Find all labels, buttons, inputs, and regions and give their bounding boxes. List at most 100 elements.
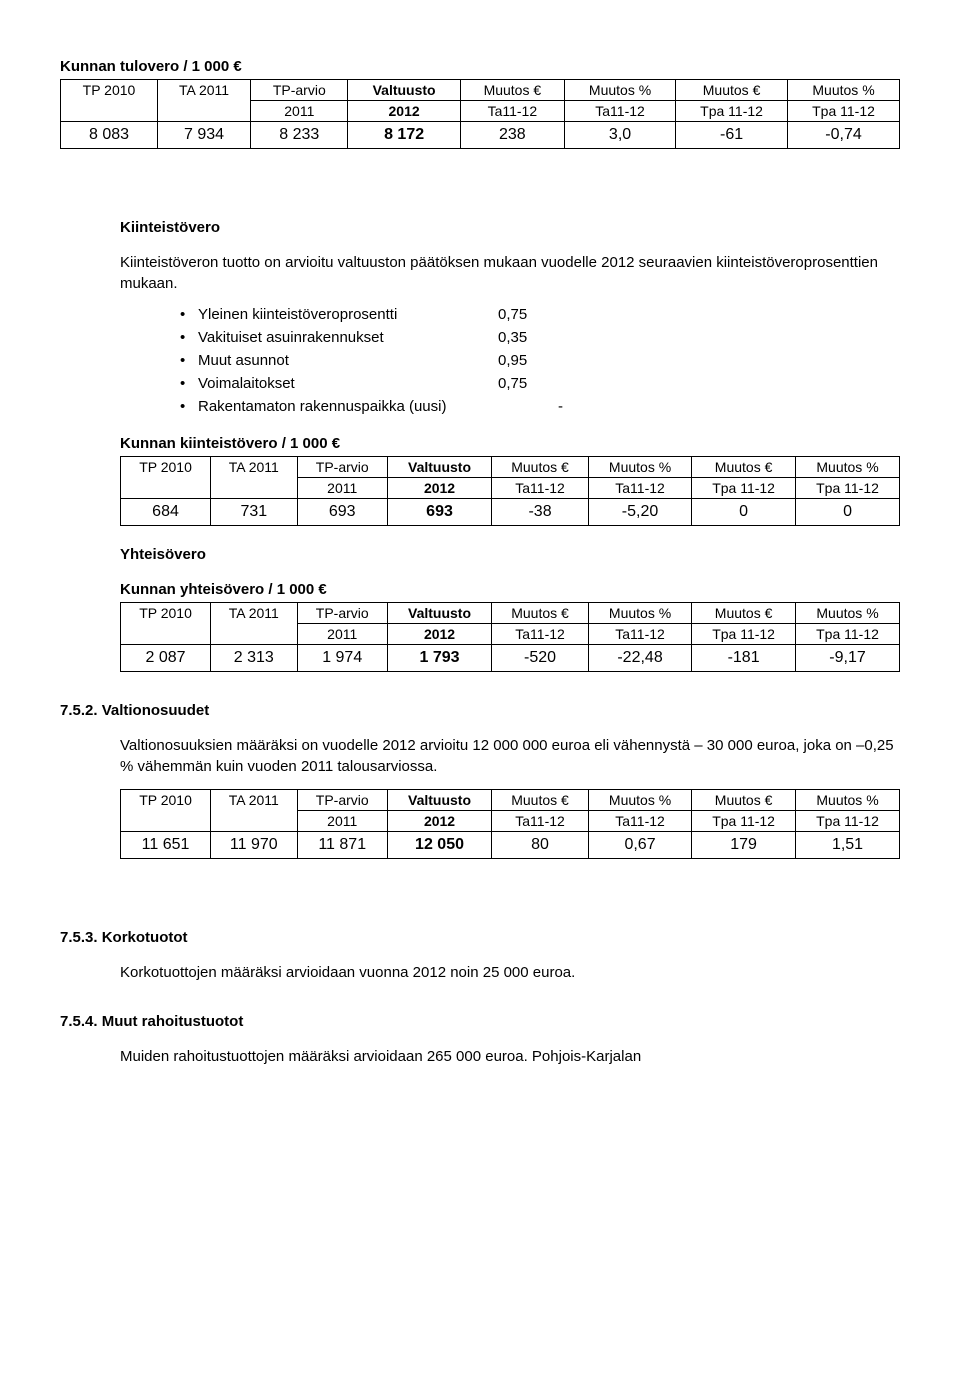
th: 2011 (297, 811, 387, 832)
th-tparvio-b: 2011 (251, 101, 348, 122)
cell: 0 (692, 499, 796, 526)
th: Ta11-12 (492, 624, 589, 645)
th-muutosp1-b: Ta11-12 (564, 101, 675, 122)
cell: -22,48 (588, 645, 691, 672)
th: TP 2010 (121, 457, 211, 499)
list-item: • Rakentamaton rakennuspaikka (uusi) - (180, 398, 900, 415)
list-item: • Yleinen kiinteistöveroprosentti 0,75 (180, 306, 900, 323)
th: Muutos € (492, 790, 589, 811)
cell: -181 (692, 645, 796, 672)
bullet-label: Muut asunnot (198, 352, 498, 369)
th: 2011 (297, 624, 387, 645)
th: Ta11-12 (492, 478, 589, 499)
kiinteistovero-table-title: Kunnan kiinteistövero / 1 000 € (120, 435, 900, 452)
table-row: 8 083 7 934 8 233 8 172 238 3,0 -61 -0,7… (61, 122, 900, 149)
th: Valtuusto (387, 457, 491, 478)
th-tp2010: TP 2010 (61, 80, 158, 122)
cell: 179 (692, 832, 796, 859)
bullet-label: Vakituiset asuinrakennukset (198, 329, 498, 346)
cell: 684 (121, 499, 211, 526)
cell: 11 651 (121, 832, 211, 859)
cell: 8 172 (348, 122, 460, 149)
cell: 11 871 (297, 832, 387, 859)
th: TP-arvio (297, 790, 387, 811)
th: Tpa 11-12 (692, 624, 796, 645)
korkotuotot-para: Korkotuottojen määräksi arvioidaan vuonn… (120, 962, 900, 983)
korkotuotot-heading: 7.5.3. Korkotuotot (60, 929, 900, 946)
list-item: • Vakituiset asuinrakennukset 0,35 (180, 329, 900, 346)
th: TP-arvio (297, 457, 387, 478)
th: Muutos € (692, 790, 796, 811)
tulovero-table: TP 2010 TA 2011 TP-arvio Valtuusto Muuto… (60, 79, 900, 149)
th: TA 2011 (211, 603, 297, 645)
bullet-icon: • (180, 329, 198, 346)
cell: -61 (676, 122, 788, 149)
kiinteistovero-para: Kiinteistöveron tuotto on arvioitu valtu… (120, 252, 900, 294)
muut-para: Muiden rahoitustuottojen määräksi arvioi… (120, 1046, 900, 1067)
th: Muutos € (492, 603, 589, 624)
th-muutose1-b: Ta11-12 (460, 101, 564, 122)
th: TP-arvio (297, 603, 387, 624)
th: Muutos % (796, 790, 900, 811)
th: Muutos % (588, 457, 691, 478)
yhteisovero-heading: Yhteisövero (120, 546, 900, 563)
th: Muutos € (492, 457, 589, 478)
th: Muutos % (588, 790, 691, 811)
th: Tpa 11-12 (796, 624, 900, 645)
th-valtuusto-a: Valtuusto (348, 80, 460, 101)
bullet-icon: • (180, 398, 198, 415)
th: Tpa 11-12 (796, 478, 900, 499)
cell: 238 (460, 122, 564, 149)
th-muutosp2-a: Muutos % (788, 80, 900, 101)
cell: 2 087 (121, 645, 211, 672)
th: Muutos % (588, 603, 691, 624)
cell: 693 (387, 499, 491, 526)
tulovero-title: Kunnan tulovero / 1 000 € (60, 58, 900, 75)
bullet-icon: • (180, 306, 198, 323)
th-ta2011: TA 2011 (157, 80, 250, 122)
th: 2011 (297, 478, 387, 499)
bullet-label: Voimalaitokset (198, 375, 498, 392)
th: Valtuusto (387, 790, 491, 811)
cell: 7 934 (157, 122, 250, 149)
bullet-val: 0,75 (498, 306, 558, 323)
kiinteistovero-heading: Kiinteistövero (120, 219, 900, 236)
cell: -0,74 (788, 122, 900, 149)
cell: 8 083 (61, 122, 158, 149)
th: 2012 (387, 811, 491, 832)
bullet-icon: • (180, 375, 198, 392)
bullet-val: 0,35 (498, 329, 558, 346)
bullet-val: 0,75 (498, 375, 558, 392)
bullet-list: • Yleinen kiinteistöveroprosentti 0,75 •… (180, 306, 900, 415)
th: Tpa 11-12 (796, 811, 900, 832)
bullet-label: Yleinen kiinteistöveroprosentti (198, 306, 498, 323)
yhteisovero-table-title: Kunnan yhteisövero / 1 000 € (120, 581, 900, 598)
kiinteistovero-table: TP 2010 TA 2011 TP-arvio Valtuusto Muuto… (120, 456, 900, 526)
cell: -5,20 (588, 499, 691, 526)
cell: 693 (297, 499, 387, 526)
cell: -520 (492, 645, 589, 672)
th-tparvio-a: TP-arvio (251, 80, 348, 101)
bullet-val: - (558, 398, 618, 415)
cell: 1 793 (387, 645, 491, 672)
th: TP 2010 (121, 790, 211, 832)
th-muutose2-a: Muutos € (676, 80, 788, 101)
th-muutosp1-a: Muutos % (564, 80, 675, 101)
th-muutose1-a: Muutos € (460, 80, 564, 101)
th: 2012 (387, 478, 491, 499)
muut-heading: 7.5.4. Muut rahoitustuotot (60, 1013, 900, 1030)
cell: 1 974 (297, 645, 387, 672)
th: Muutos % (796, 603, 900, 624)
valtionosuudet-heading: 7.5.2. Valtionosuudet (60, 702, 900, 719)
th: TA 2011 (211, 790, 297, 832)
th-muutosp2-b: Tpa 11-12 (788, 101, 900, 122)
th: Ta11-12 (588, 624, 691, 645)
th: TP 2010 (121, 603, 211, 645)
bullet-label: Rakentamaton rakennuspaikka (uusi) (198, 398, 558, 415)
yhteisovero-table: TP 2010 TA 2011 TP-arvio Valtuusto Muuto… (120, 602, 900, 672)
table-row: 684 731 693 693 -38 -5,20 0 0 (121, 499, 900, 526)
cell: 0 (796, 499, 900, 526)
th: Muutos € (692, 603, 796, 624)
cell: 8 233 (251, 122, 348, 149)
cell: 3,0 (564, 122, 675, 149)
